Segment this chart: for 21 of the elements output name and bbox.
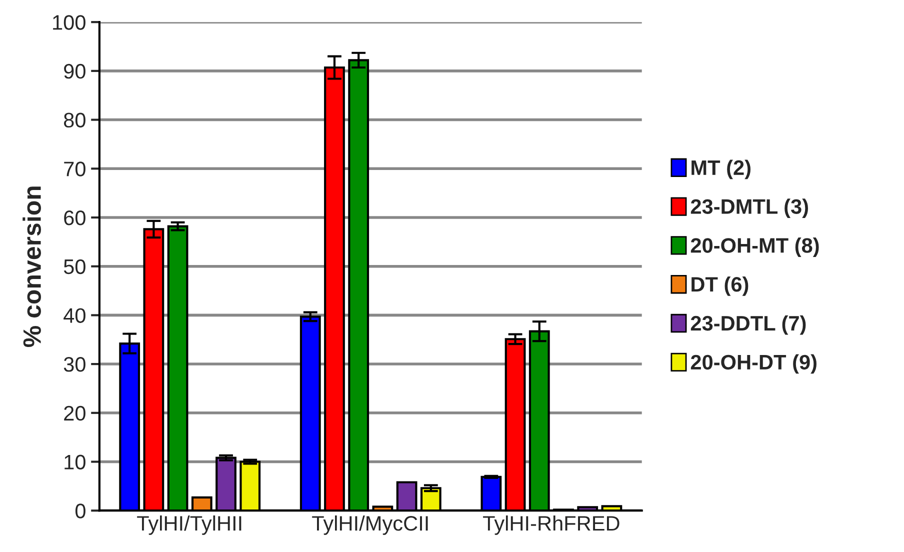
y-axis-title: % conversion	[22, 186, 41, 347]
y-tick-label: 70	[64, 162, 86, 176]
y-tick-label: 90	[64, 64, 86, 79]
y-tick-label: 50	[64, 259, 86, 274]
y-tick-label: 40	[64, 308, 86, 323]
y-tick-label: 100	[53, 15, 86, 30]
y-tick-label: 80	[64, 112, 86, 128]
legend-label: 20-OH-MT (8)	[690, 238, 819, 257]
x-tick-label: TylHI-RhFRED	[483, 515, 620, 535]
y-tick-label: 30	[64, 357, 86, 372]
x-tick-label: TylHI/MycCII	[312, 515, 428, 535]
legend-label: DT (6)	[692, 276, 748, 296]
y-tick-label: 10	[64, 454, 86, 470]
y-tick-label: 60	[64, 210, 86, 226]
y-tick-label: 20	[64, 406, 86, 421]
legend-label: 23-DMTL (3)	[690, 198, 808, 218]
legend-label: 20-OH-DT (9)	[690, 354, 816, 374]
x-tick-label: TylHI/TylHII	[137, 515, 242, 535]
legend-label: 23-DDTL (7)	[690, 315, 806, 335]
legend-label: MT (2)	[692, 160, 750, 180]
y-tick-label: 0	[75, 504, 86, 518]
